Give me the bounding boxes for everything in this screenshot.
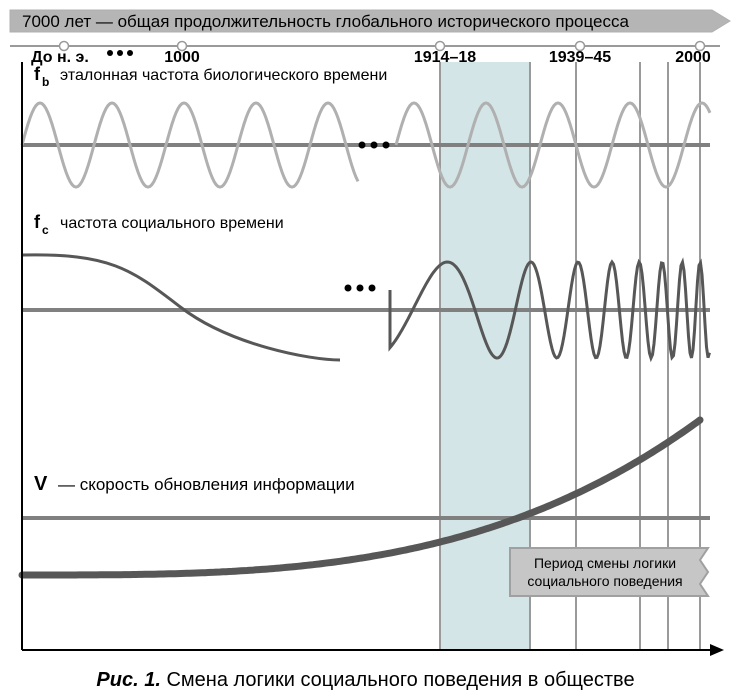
fb-ellipsis-dot [383, 142, 390, 149]
fc-label: fc частота социального времени [34, 212, 284, 237]
v-label: V — скорость обновления информации [34, 473, 355, 495]
fc-ellipsis-dot [369, 285, 376, 292]
timeline-label: 1939–45 [549, 49, 611, 66]
fc-ellipsis-dot [357, 285, 364, 292]
fb-label: fb эталонная частота биологического време… [34, 64, 387, 89]
svg-text:частота социального времени: частота социального времени [60, 215, 284, 232]
svg-text:— скорость обновления информац: — скорость обновления информации [58, 475, 355, 494]
top-arrow-label: 7000 лет — общая продолжительность глоба… [22, 12, 629, 31]
timeline-ellipsis-dot [117, 50, 123, 56]
caption-text: Смена логики социального поведения в общ… [166, 669, 634, 691]
svg-text:c: c [42, 223, 49, 237]
timeline-ellipsis-dot [127, 50, 133, 56]
figure-caption: Рис. 1. Смена логики социального поведен… [0, 669, 731, 692]
x-axis-arrow [710, 644, 724, 656]
timeline-label: 1000 [164, 49, 200, 66]
callout-line1: Период смены логики [534, 555, 676, 571]
svg-text:f: f [34, 64, 41, 84]
fb-ellipsis-dot [359, 142, 366, 149]
timeline-ellipsis-dot [107, 50, 113, 56]
svg-text:эталонная частота биологическо: эталонная частота биологического времени [60, 67, 387, 84]
fc-decay-curve [22, 255, 340, 360]
fb-ellipsis-dot [371, 142, 378, 149]
callout-line2: социального поведения [527, 573, 682, 589]
svg-text:f: f [34, 212, 41, 232]
timeline-label: 2000 [675, 49, 711, 66]
caption-prefix: Рис. 1. [96, 669, 160, 691]
svg-text:V: V [34, 473, 48, 495]
timeline-label: 1914–18 [414, 49, 476, 66]
diagram-svg: 7000 лет — общая продолжительность глоба… [0, 0, 731, 700]
fc-ellipsis-dot [345, 285, 352, 292]
svg-text:b: b [42, 75, 49, 89]
